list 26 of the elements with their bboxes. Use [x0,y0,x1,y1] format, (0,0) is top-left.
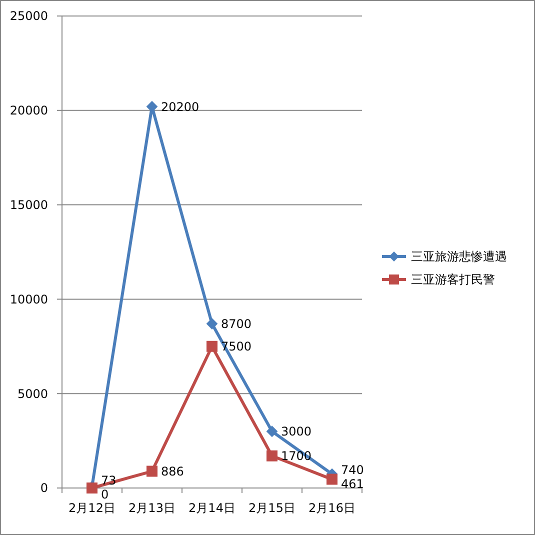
legend-label: 三亚游客打民警 [411,272,495,287]
point [206,318,218,330]
data-label: 20200 [161,100,200,114]
data-label: 0 [101,488,109,502]
point [266,450,278,462]
x-tick-label: 2月13日 [128,501,176,516]
point [326,474,338,485]
y-tick-label: 15000 [10,198,48,212]
y-tick-label: 5000 [17,386,48,401]
y-tick-label: 0 [40,481,48,496]
y-tick-label: 25000 [10,9,48,24]
data-label: 740 [341,462,364,477]
y-tick-label: 10000 [10,292,48,306]
point [206,340,218,352]
data-label: 3000 [281,424,312,439]
data-label: 461 [341,476,364,491]
x-tick-label: 2月15日 [248,501,296,516]
data-label: 886 [161,464,184,478]
y-tick-label: 20000 [10,104,48,118]
x-tick-label: 2月12日 [68,501,116,516]
x-tick-label: 2月14日 [188,501,236,516]
x-tick-label: 2月16日 [308,501,356,516]
point [266,426,278,437]
data-label: 8700 [221,316,252,331]
legend-label: 三亚旅游悲惨遭遇 [411,250,507,264]
point [146,466,158,477]
